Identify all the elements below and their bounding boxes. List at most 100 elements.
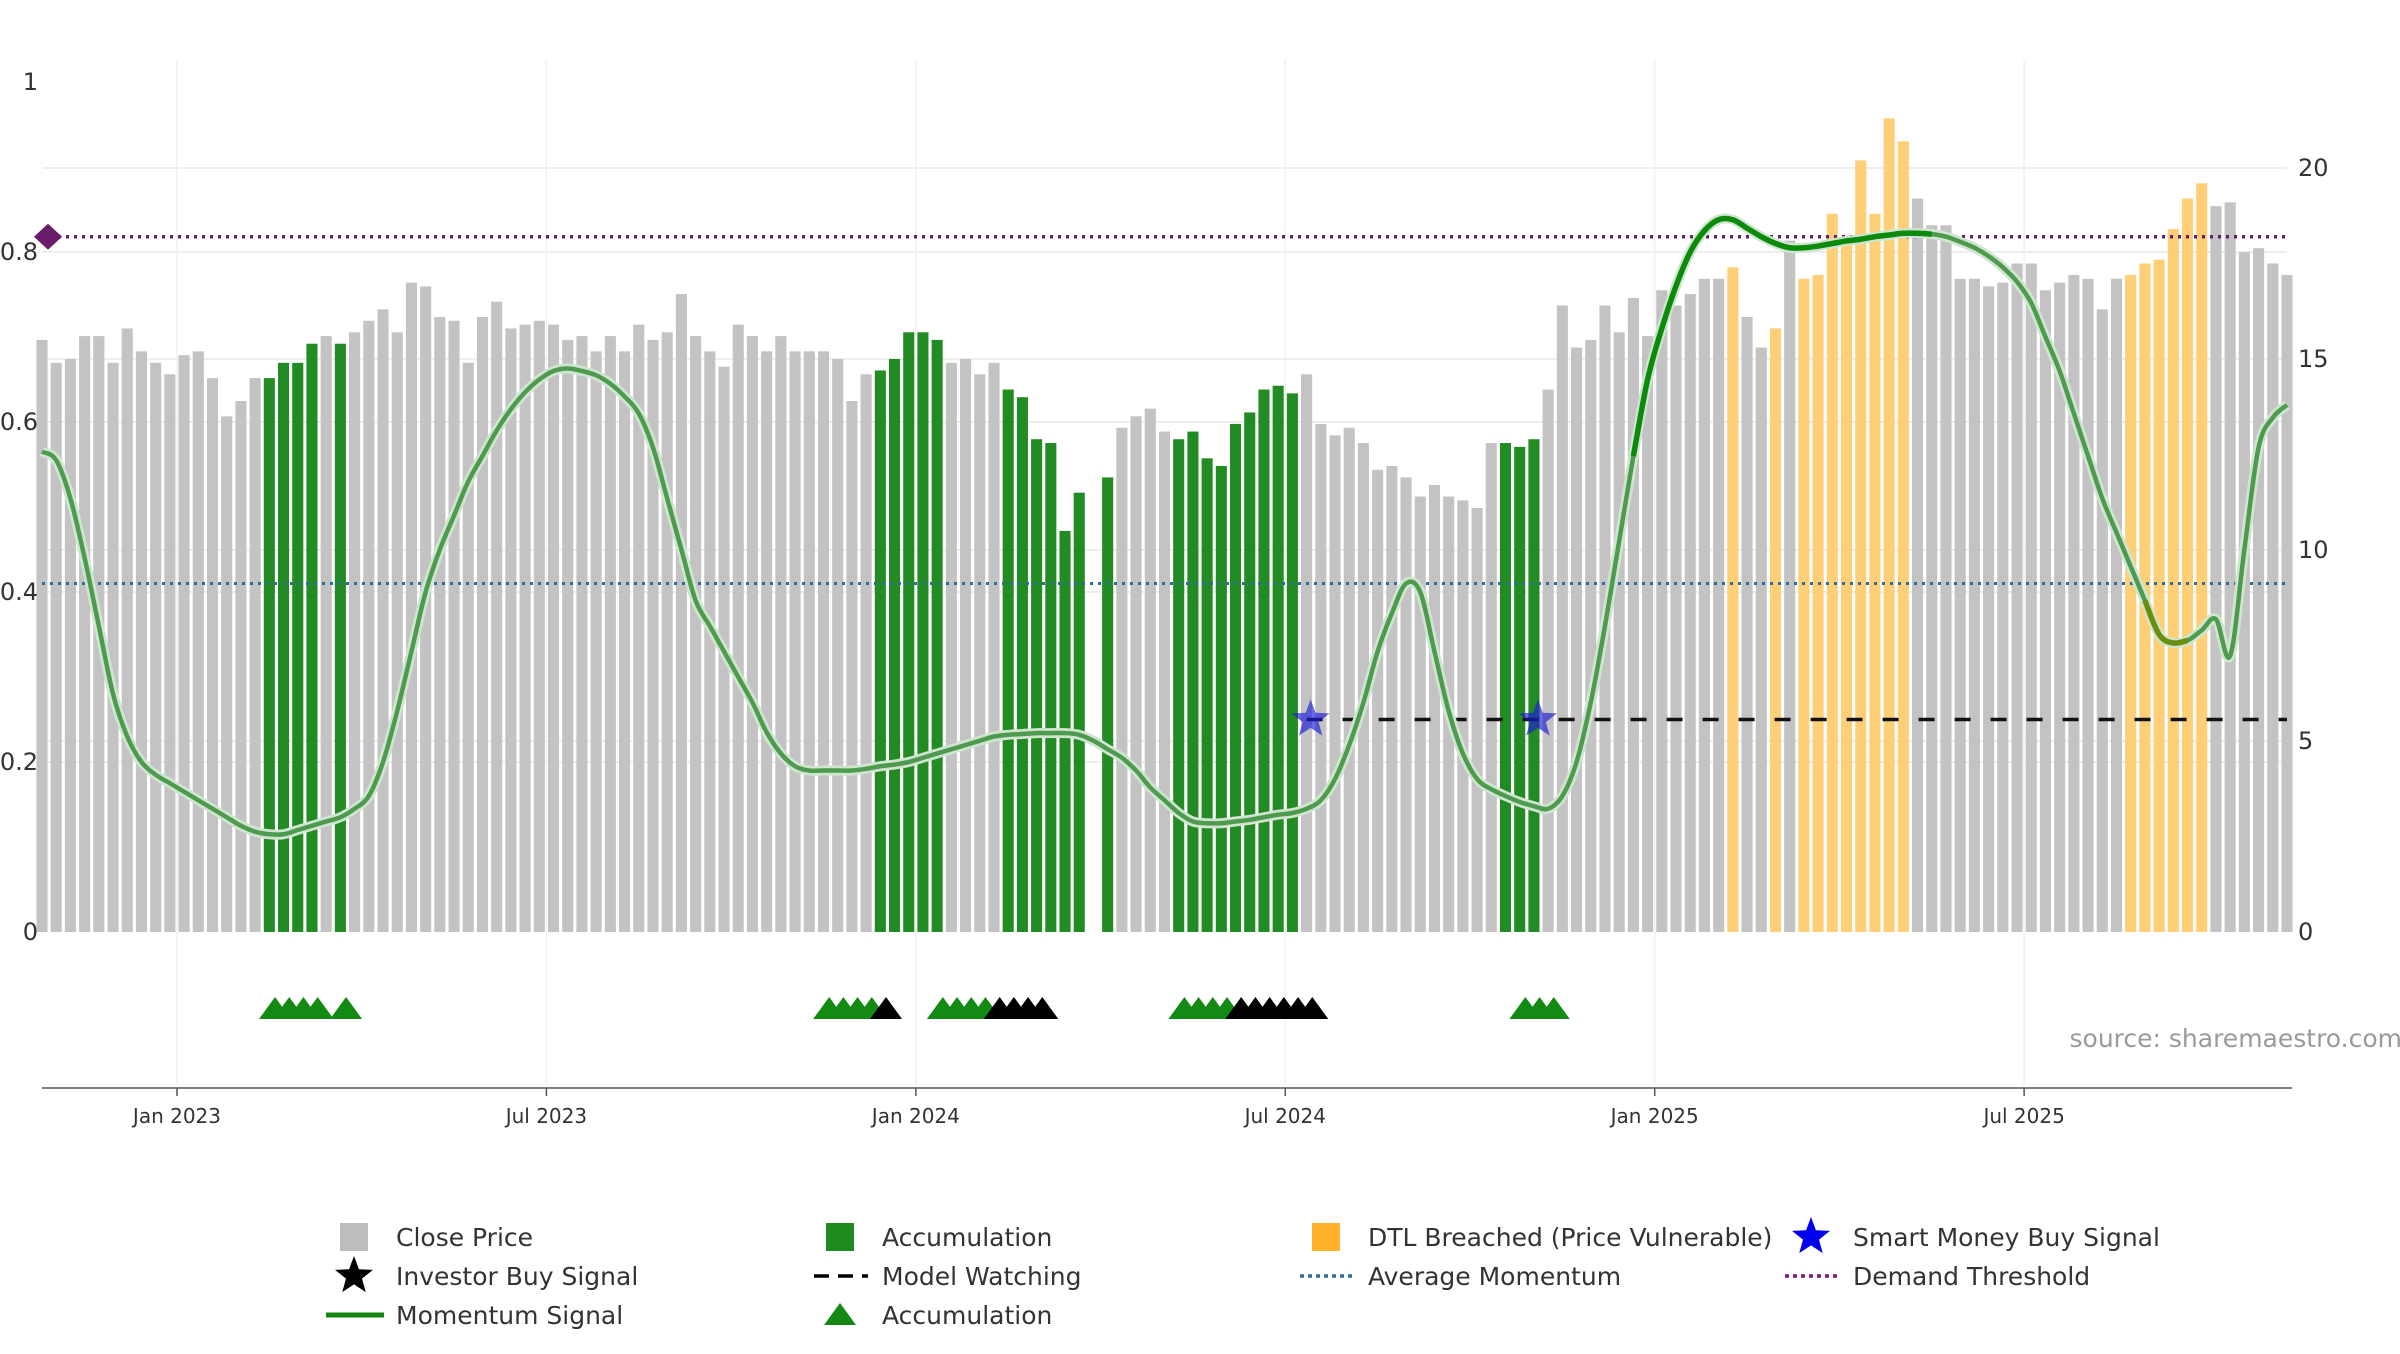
legend-label: Close Price	[396, 1223, 533, 1252]
close-price-bar	[79, 336, 90, 932]
accumulation-triangle	[330, 997, 362, 1019]
legend-item: Model Watching	[814, 1262, 1082, 1291]
dtl-breached-bar	[1855, 160, 1866, 932]
close-price-bar	[221, 416, 232, 932]
legend-item: Smart Money Buy Signal	[1792, 1217, 2160, 1253]
legend-label: Accumulation	[882, 1223, 1052, 1252]
accumulation-bar	[889, 359, 900, 932]
close-price-bar	[2068, 275, 2079, 932]
close-price-bar	[36, 340, 47, 932]
x-axis-tick-label: Jan 2024	[870, 1104, 960, 1128]
close-price-bar	[122, 328, 133, 932]
close-price-bar	[2267, 264, 2278, 933]
dtl-breached-bar	[2182, 199, 2193, 932]
dtl-breached-bar	[2168, 229, 2179, 932]
close-price-bar	[1969, 279, 1980, 932]
close-price-bar	[2011, 264, 2022, 933]
legend-triangle-icon	[824, 1303, 856, 1325]
legend-item: Average Momentum	[1300, 1262, 1621, 1291]
accumulation-bar	[1031, 439, 1042, 932]
close-price-bar	[108, 363, 119, 932]
dtl-breached-bar	[1898, 141, 1909, 932]
dtl-breached-bar	[1727, 267, 1738, 932]
close-price-bar	[1301, 374, 1312, 932]
accumulation-bar	[1074, 493, 1085, 932]
close-price-bar	[1955, 279, 1966, 932]
close-price-bar	[974, 374, 985, 932]
accumulation-bar	[917, 332, 928, 932]
dtl-breached-bar	[1869, 214, 1880, 932]
dtl-breached-bar	[1827, 214, 1838, 932]
accumulation-bar	[1102, 477, 1113, 932]
close-price-bar	[818, 351, 829, 932]
x-axis-tick-label: Jul 2023	[504, 1104, 587, 1128]
accumulation-bar	[1017, 397, 1028, 932]
close-price-bar	[1372, 470, 1383, 932]
close-price-bar	[1940, 225, 1951, 932]
right-axis-tick-label: 10	[2298, 536, 2329, 564]
close-price-bar	[1457, 500, 1468, 932]
left-axis-tick-label: 0.4	[0, 578, 38, 606]
close-price-bar	[747, 336, 758, 932]
legend-star-icon	[335, 1256, 373, 1292]
close-price-bar	[235, 401, 246, 932]
close-price-bar	[1401, 477, 1412, 932]
close-price-bar	[1159, 432, 1170, 932]
legend-swatch	[1312, 1223, 1340, 1251]
close-price-bar	[1145, 409, 1156, 932]
accumulation-bar	[1273, 386, 1284, 932]
close-price-bar	[1685, 294, 1696, 932]
accumulation-bar	[1230, 424, 1241, 932]
close-price-bar	[449, 321, 460, 932]
close-price-bar	[321, 336, 332, 932]
close-price-bar	[363, 321, 374, 932]
close-price-bar	[804, 351, 815, 932]
right-axis-tick-label: 5	[2298, 727, 2313, 755]
close-price-bar	[1329, 435, 1340, 932]
close-price-bar	[988, 363, 999, 932]
close-price-bar	[392, 332, 403, 932]
close-price-bar	[832, 359, 843, 932]
legend-label: Accumulation	[882, 1301, 1052, 1330]
close-price-bar	[491, 302, 502, 932]
accumulation-bar	[932, 340, 943, 932]
close-price-bar	[463, 363, 474, 932]
close-price-bar	[846, 401, 857, 932]
dtl-breached-bar	[1798, 279, 1809, 932]
close-price-bar	[2210, 206, 2221, 932]
close-price-bar	[51, 363, 62, 932]
dtl-breached-bar	[2154, 260, 2165, 932]
accumulation-bar	[335, 344, 346, 932]
dtl-breached-bar	[2125, 275, 2136, 932]
threshold-diamond-marker	[34, 224, 62, 250]
accumulation-bar	[1244, 412, 1255, 932]
close-price-bar	[619, 351, 630, 932]
close-price-bar	[1543, 390, 1554, 932]
close-price-bar	[349, 332, 360, 932]
close-price-bar	[2253, 248, 2264, 932]
accumulation-bar	[1187, 432, 1198, 932]
close-price-bar	[1486, 443, 1497, 932]
close-price-bar	[164, 374, 175, 932]
close-price-bar	[790, 351, 801, 932]
close-price-bar	[761, 351, 772, 932]
dtl-breached-bar	[2196, 183, 2207, 932]
close-price-bar	[1116, 428, 1127, 932]
accumulation-bar	[292, 363, 303, 932]
close-price-bar	[946, 363, 957, 932]
legend-star-icon	[1792, 1217, 1830, 1253]
close-price-bar	[1656, 290, 1667, 932]
close-price-bar	[775, 336, 786, 932]
right-axis-tick-label: 20	[2298, 154, 2329, 182]
close-price-bar	[136, 351, 147, 932]
close-price-bar	[1557, 306, 1568, 932]
close-price-bar	[861, 374, 872, 932]
close-price-bar	[662, 332, 673, 932]
accumulation-bar	[1202, 458, 1213, 932]
legend-item: Accumulation	[826, 1223, 1052, 1252]
close-price-bar	[2111, 279, 2122, 932]
close-price-bar	[1926, 225, 1937, 932]
accumulation-bar	[1258, 390, 1269, 932]
